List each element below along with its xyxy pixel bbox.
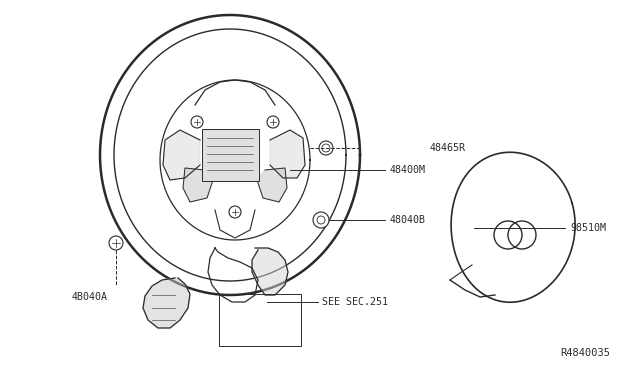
Polygon shape [257,168,287,202]
Polygon shape [163,130,200,180]
Text: R4840035: R4840035 [560,348,610,358]
Circle shape [267,116,279,128]
Circle shape [313,212,329,228]
Text: 48400M: 48400M [390,165,426,175]
Polygon shape [270,130,305,178]
FancyBboxPatch shape [202,129,259,181]
Text: 48040B: 48040B [390,215,426,225]
Polygon shape [252,248,288,295]
Circle shape [191,116,203,128]
Circle shape [229,206,241,218]
Circle shape [319,141,333,155]
Polygon shape [143,278,190,328]
Polygon shape [183,168,213,202]
Text: 4B040A: 4B040A [72,292,108,302]
Text: 48465R: 48465R [430,143,466,153]
Text: 98510M: 98510M [570,223,606,233]
Circle shape [109,236,123,250]
Text: SEE SEC.251: SEE SEC.251 [322,297,388,307]
